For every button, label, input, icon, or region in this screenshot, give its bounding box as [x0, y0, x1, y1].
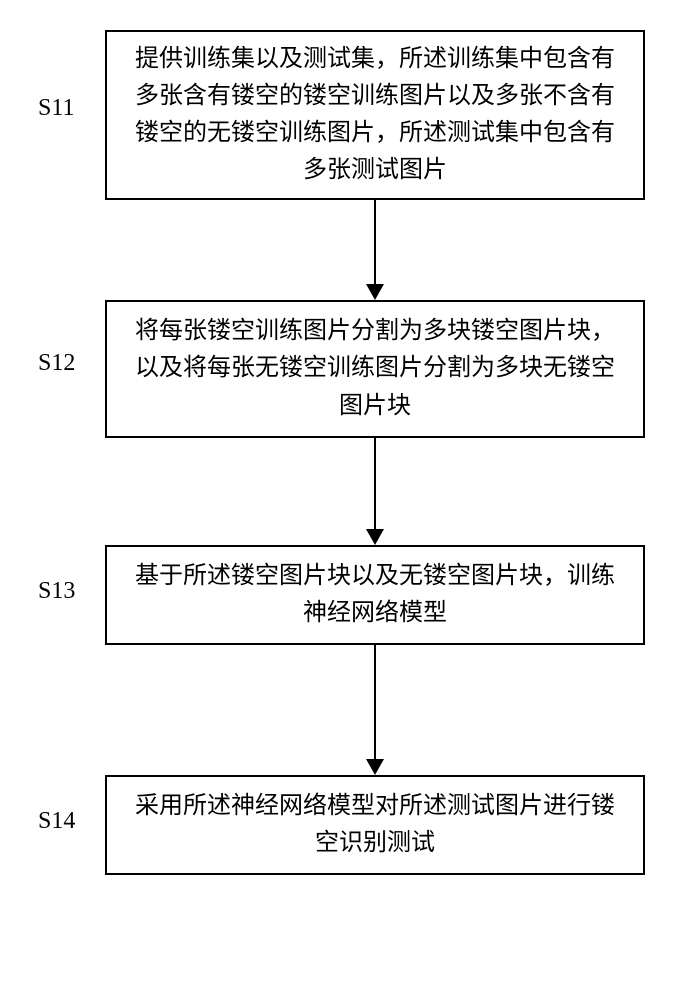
flowchart-canvas: S11 提供训练集以及测试集，所述训练集中包含有多张含有镂空的镂空训练图片以及多…	[0, 0, 695, 1000]
arrow-head-3	[366, 759, 384, 775]
arrow-line-3	[374, 645, 376, 759]
arrow-line-1	[374, 200, 376, 284]
arrow-head-1	[366, 284, 384, 300]
step-label-s11: S11	[38, 95, 74, 122]
step-label-s12: S12	[38, 350, 75, 377]
arrow-head-2	[366, 529, 384, 545]
step-text-s14: 采用所述神经网络模型对所述测试图片进行镂空识别测试	[125, 788, 625, 862]
step-label-s13: S13	[38, 578, 75, 605]
step-text-s12: 将每张镂空训练图片分割为多块镂空图片块，以及将每张无镂空训练图片分割为多块无镂空…	[125, 313, 625, 425]
step-box-s11: 提供训练集以及测试集，所述训练集中包含有多张含有镂空的镂空训练图片以及多张不含有…	[105, 30, 645, 200]
step-box-s14: 采用所述神经网络模型对所述测试图片进行镂空识别测试	[105, 775, 645, 875]
step-text-s13: 基于所述镂空图片块以及无镂空图片块，训练神经网络模型	[125, 558, 625, 632]
arrow-line-2	[374, 438, 376, 529]
step-text-s11: 提供训练集以及测试集，所述训练集中包含有多张含有镂空的镂空训练图片以及多张不含有…	[125, 41, 625, 190]
step-label-s14: S14	[38, 808, 75, 835]
step-box-s12: 将每张镂空训练图片分割为多块镂空图片块，以及将每张无镂空训练图片分割为多块无镂空…	[105, 300, 645, 438]
step-box-s13: 基于所述镂空图片块以及无镂空图片块，训练神经网络模型	[105, 545, 645, 645]
